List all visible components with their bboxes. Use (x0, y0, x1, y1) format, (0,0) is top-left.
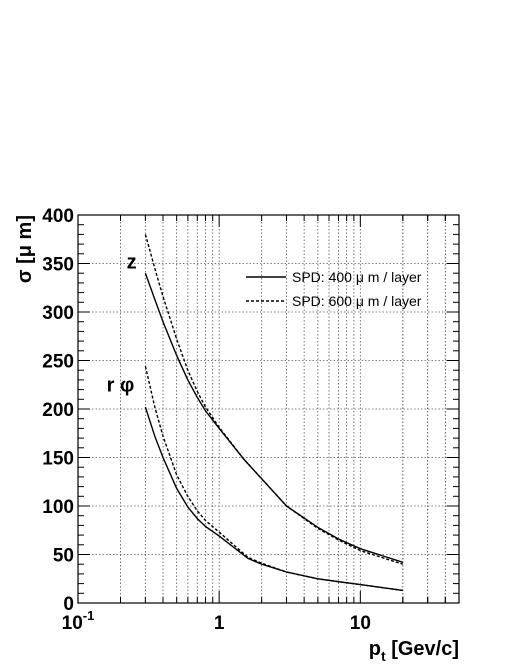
y-axis-title: σ [μ m] (14, 215, 36, 283)
y-tick-label: 0 (63, 594, 74, 615)
y-tick-label: 150 (42, 449, 74, 470)
axis-layer: 0 50 100 150 200 250 300 350 400 10-1 1 10 (42, 206, 460, 634)
series-layer (144, 234, 404, 592)
y-tick-label: 100 (42, 497, 74, 518)
y-tick-label: 300 (42, 303, 74, 324)
series-line (144, 366, 403, 592)
series-line (144, 406, 403, 592)
legend-layer: SPD: 400 μ m / layer SPD: 600 μ m / layer (246, 269, 422, 309)
x-tick-label: 10 (350, 613, 371, 634)
curve-label: z (127, 251, 137, 273)
x-tick-label: 1 (214, 613, 225, 634)
legend-label: SPD: 400 μ m / layer (292, 269, 422, 285)
series-line (144, 234, 404, 565)
label-layer: pt [Gev/c] σ [μ m] z r φ (14, 215, 459, 664)
y-tick-label: 250 (42, 352, 74, 373)
series-line (144, 272, 404, 563)
curve-label: r φ (107, 375, 135, 397)
x-axis-title: pt [Gev/c] (369, 638, 459, 664)
y-tick-label: 400 (42, 206, 74, 227)
y-tick-label: 350 (42, 255, 74, 276)
legend-label: SPD: 600 μ m / layer (292, 293, 422, 309)
x-tick-label: 10-1 (62, 608, 95, 634)
y-tick-label: 50 (53, 546, 74, 567)
y-tick-label: 200 (42, 400, 74, 421)
